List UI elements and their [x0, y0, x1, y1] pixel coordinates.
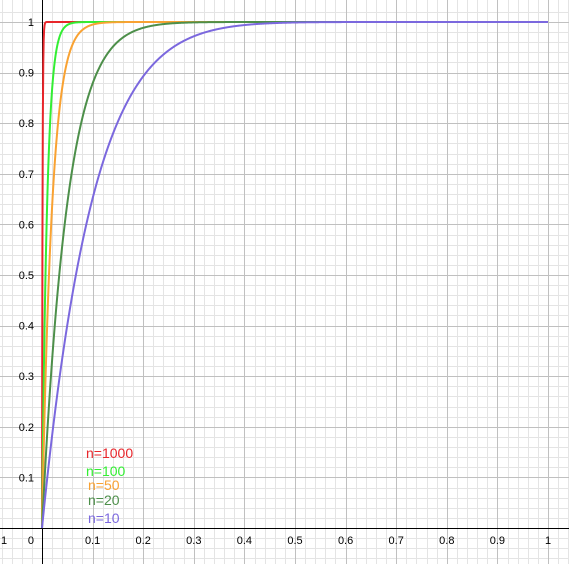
x-tick-label: 0.2	[136, 535, 151, 547]
x-tick-label-edge: 1	[1, 535, 7, 547]
y-tick-label: 0.4	[19, 321, 34, 333]
x-tick-label: 0.1	[85, 535, 100, 547]
y-tick-label: 0.6	[19, 219, 34, 231]
y-tick-label: 0.1	[19, 472, 34, 484]
x-tick-label: 0.6	[338, 535, 353, 547]
y-tick-label: 1	[28, 17, 34, 29]
x-tick-label: 0.9	[490, 535, 505, 547]
legend-label: n=50	[88, 477, 120, 493]
x-tick-label: 0.3	[186, 535, 201, 547]
series-line-n-10	[41, 21, 549, 529]
x-tick-label: 0.4	[237, 535, 252, 547]
x-tick-label: 0.7	[389, 535, 404, 547]
tick-labels: 0.1 0.2 0.3 0.4 0.5 0.6 0.7 0.8 0.9 1 0.1 0.2 0.3 0.4…	[1, 17, 551, 547]
series-layer	[41, 21, 549, 529]
legend-label: n=10	[88, 510, 120, 526]
y-tick-label: 0.2	[19, 422, 34, 434]
y-tick-label: 0.5	[19, 270, 34, 282]
legend-label: n=1000	[86, 445, 133, 461]
y-tick-label: 0.9	[19, 68, 34, 80]
x-tick-label: 0.5	[287, 535, 302, 547]
legend-label: n=20	[88, 492, 120, 508]
y-tick-label: 0.7	[19, 169, 34, 181]
y-tick-label: 0.3	[19, 371, 34, 383]
x-tick-label: 0.8	[439, 535, 454, 547]
y-tick-label: 0.8	[19, 118, 34, 130]
x-tick-label: 1	[545, 535, 551, 547]
origin-label: 0	[28, 535, 34, 547]
legend-label: n=100	[86, 463, 126, 479]
